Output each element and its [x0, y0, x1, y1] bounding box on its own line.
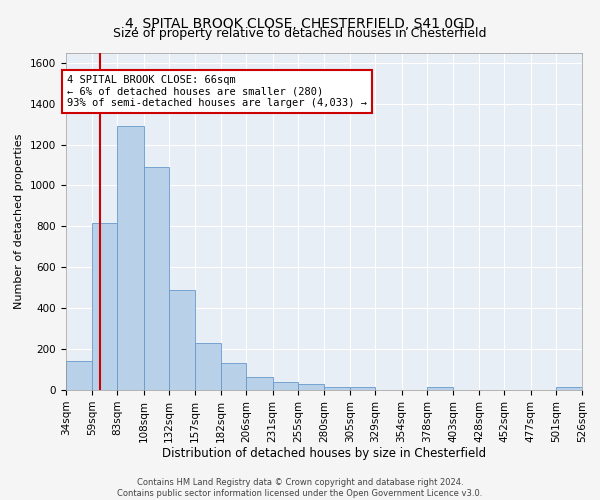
- Bar: [556, 387, 582, 390]
- Text: Contains HM Land Registry data © Crown copyright and database right 2024.
Contai: Contains HM Land Registry data © Crown c…: [118, 478, 482, 498]
- Bar: [92, 224, 118, 390]
- Bar: [272, 382, 298, 390]
- Bar: [169, 290, 195, 390]
- Text: 4 SPITAL BROOK CLOSE: 66sqm
← 6% of detached houses are smaller (280)
93% of sem: 4 SPITAL BROOK CLOSE: 66sqm ← 6% of deta…: [67, 75, 367, 108]
- Bar: [350, 387, 376, 390]
- Bar: [143, 167, 169, 390]
- Bar: [247, 376, 272, 390]
- Bar: [118, 126, 143, 390]
- Bar: [221, 364, 247, 390]
- X-axis label: Distribution of detached houses by size in Chesterfield: Distribution of detached houses by size …: [162, 448, 486, 460]
- Bar: [298, 384, 324, 390]
- Bar: [66, 362, 92, 390]
- Text: Size of property relative to detached houses in Chesterfield: Size of property relative to detached ho…: [113, 28, 487, 40]
- Text: 4, SPITAL BROOK CLOSE, CHESTERFIELD, S41 0GD: 4, SPITAL BROOK CLOSE, CHESTERFIELD, S41…: [125, 18, 475, 32]
- Bar: [195, 343, 221, 390]
- Y-axis label: Number of detached properties: Number of detached properties: [14, 134, 25, 309]
- Bar: [324, 387, 350, 390]
- Bar: [427, 387, 453, 390]
